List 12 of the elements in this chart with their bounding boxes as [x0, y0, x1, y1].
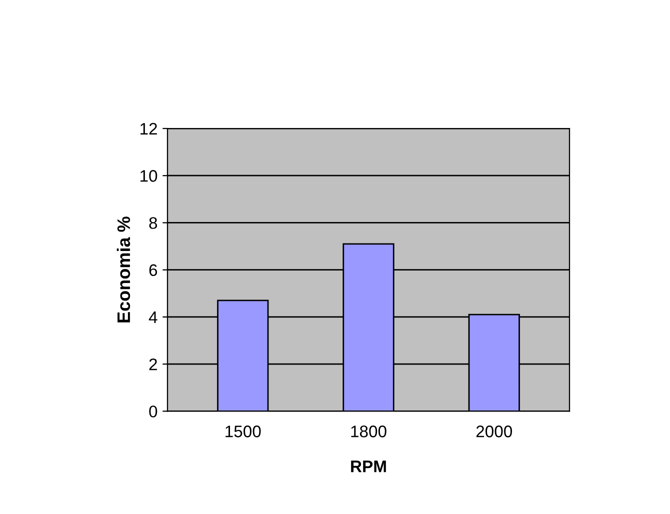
- y-tick-label: 10: [140, 170, 158, 182]
- y-tick-label: 0: [149, 406, 158, 418]
- y-axis-title: Economia %: [116, 216, 130, 322]
- y-tick-label: 8: [149, 217, 158, 229]
- x-axis-title: RPM: [351, 460, 386, 472]
- y-tick-label: 4: [148, 312, 158, 324]
- x-tick-label: 1800: [351, 426, 386, 438]
- x-tick-label: 1500: [226, 426, 261, 438]
- x-tick-label: 2000: [476, 426, 512, 438]
- y-tick-label: 6: [149, 264, 158, 276]
- y-tick-label: 12: [140, 122, 157, 135]
- y-tick-label: 2: [149, 358, 157, 370]
